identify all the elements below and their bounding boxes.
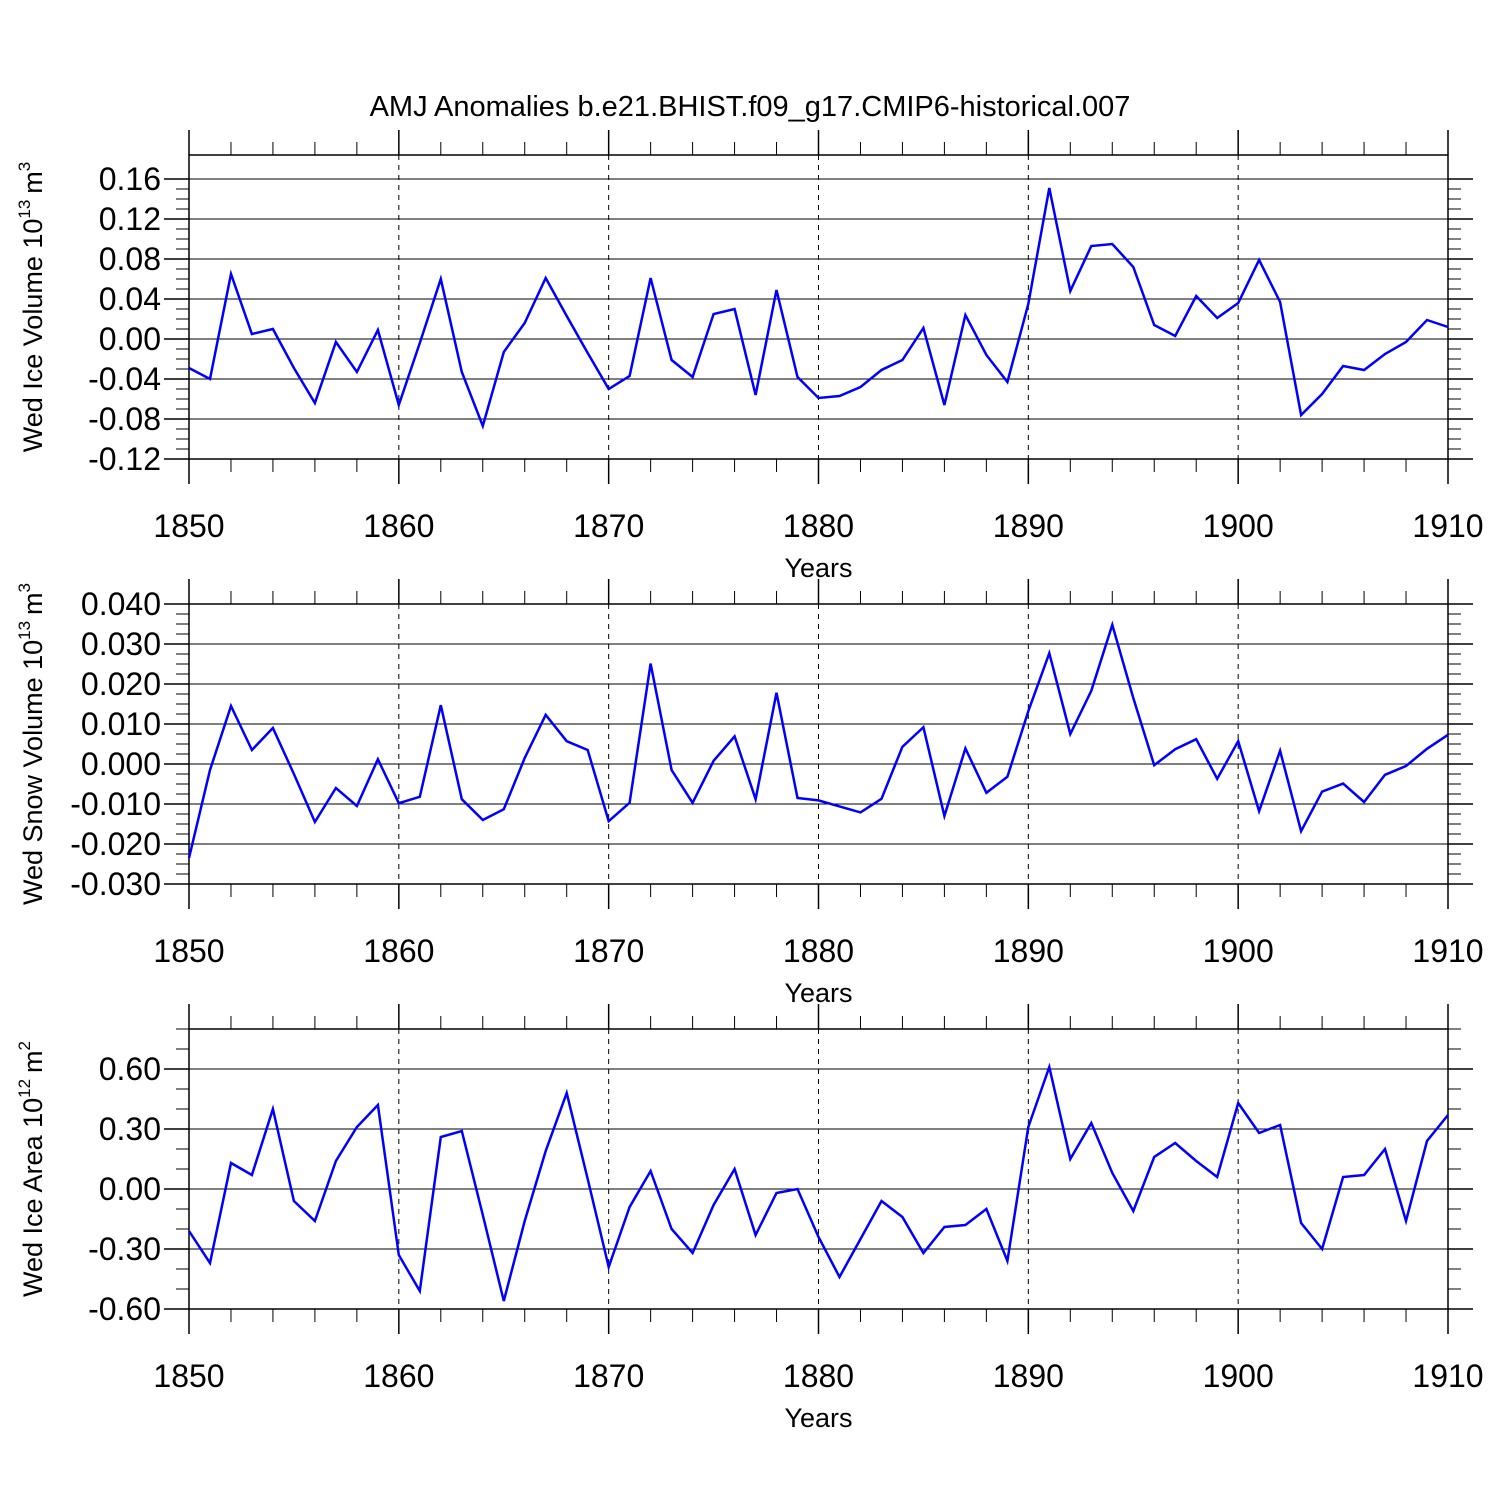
- y-tick-label: -0.030: [70, 866, 161, 902]
- y-axis-title-text: Wed Ice Volume 10: [18, 219, 48, 453]
- y-tick-label: 0.000: [81, 746, 161, 782]
- y-tick-label: 0.020: [81, 666, 161, 702]
- x-tick-label: 1900: [1203, 508, 1274, 544]
- x-axis-title: Years: [784, 978, 852, 1008]
- x-tick-label: 1870: [573, 1358, 644, 1394]
- y-axis-title-unit: m: [18, 171, 48, 194]
- panel-top: 1850 1860 1870 1880 1890 1900 1910 Years -0.12 -0…: [15, 130, 1484, 583]
- x-axis-title: Years: [784, 1403, 852, 1433]
- y-axis-title-text: Wed Snow Volume 10: [18, 640, 48, 905]
- y-tick-label: 0.60: [99, 1051, 161, 1087]
- x-tick-label: 1890: [993, 508, 1064, 544]
- x-tick-label: 1910: [1412, 508, 1483, 544]
- y-tick-label: 0.00: [99, 321, 161, 357]
- y-axis-title-unit-exponent: 3: [15, 583, 34, 592]
- y-axis-title: Wed Snow Volume 1013 m3: [15, 583, 48, 905]
- x-tick-label: 1860: [363, 1358, 434, 1394]
- x-tick-label: 1900: [1203, 1358, 1274, 1394]
- y-tick-label: 0.12: [99, 201, 161, 237]
- y-axis-title-exponent: 12: [15, 1079, 34, 1098]
- y-tick-label: 0.04: [99, 281, 161, 317]
- x-tick-label: 1880: [783, 1358, 854, 1394]
- x-axis-title: Years: [784, 553, 852, 583]
- x-tick-label: 1910: [1412, 933, 1483, 969]
- y-tick-label: 0.040: [81, 586, 161, 622]
- y-tick-label: -0.04: [88, 361, 161, 397]
- x-tick-label: 1900: [1203, 933, 1274, 969]
- x-tick-label: 1890: [993, 933, 1064, 969]
- x-tick-label: 1860: [363, 933, 434, 969]
- y-axis-title-text: Wed Ice Area 10: [18, 1098, 48, 1297]
- x-tick-label: 1860: [363, 508, 434, 544]
- y-axis-title-exponent: 13: [15, 621, 34, 640]
- y-tick-label: -0.08: [88, 401, 161, 437]
- y-axis-title-unit-exponent: 3: [15, 162, 34, 171]
- x-tick-label: 1850: [153, 1358, 224, 1394]
- panel-middle: 1850 1860 1870 1880 1890 1900 1910 Years -0.030 -…: [15, 579, 1484, 1008]
- y-tick-label: 0.08: [99, 241, 161, 277]
- y-axis-title-unit-exponent: 2: [15, 1041, 34, 1050]
- y-axis-title-exponent: 13: [15, 200, 34, 219]
- x-tick-label: 1850: [153, 933, 224, 969]
- x-tick-label: 1870: [573, 508, 644, 544]
- x-tick-label: 1870: [573, 933, 644, 969]
- y-tick-label: -0.010: [70, 786, 161, 822]
- panels: 1850 1860 1870 1880 1890 1900 1910 Years -0.12 -0…: [15, 130, 1484, 1433]
- y-tick-label: 0.30: [99, 1111, 161, 1147]
- panel-bottom: 1850 1860 1870 1880 1890 1900 1910 Years -0.60 -0…: [15, 1004, 1484, 1433]
- y-axis-title-unit: m: [18, 592, 48, 615]
- x-tick-label: 1890: [993, 1358, 1064, 1394]
- y-tick-label: 0.00: [99, 1171, 161, 1207]
- y-axis-title: Wed Ice Area 1012 m2: [15, 1041, 48, 1297]
- y-axis-title: Wed Ice Volume 1013 m3: [15, 162, 48, 453]
- x-tick-label: 1850: [153, 508, 224, 544]
- x-tick-label: 1910: [1412, 1358, 1483, 1394]
- y-tick-label: -0.30: [88, 1231, 161, 1267]
- y-tick-label: 0.010: [81, 706, 161, 742]
- x-tick-label: 1880: [783, 508, 854, 544]
- y-tick-label: -0.12: [88, 441, 161, 477]
- y-axis-title-unit: m: [18, 1050, 48, 1073]
- x-tick-label: 1880: [783, 933, 854, 969]
- y-tick-label: 0.030: [81, 626, 161, 662]
- y-tick-label: 0.16: [99, 161, 161, 197]
- y-tick-label: -0.020: [70, 826, 161, 862]
- y-tick-label: -0.60: [88, 1291, 161, 1327]
- figure-title: AMJ Anomalies b.e21.BHIST.f09_g17.CMIP6-…: [370, 91, 1131, 123]
